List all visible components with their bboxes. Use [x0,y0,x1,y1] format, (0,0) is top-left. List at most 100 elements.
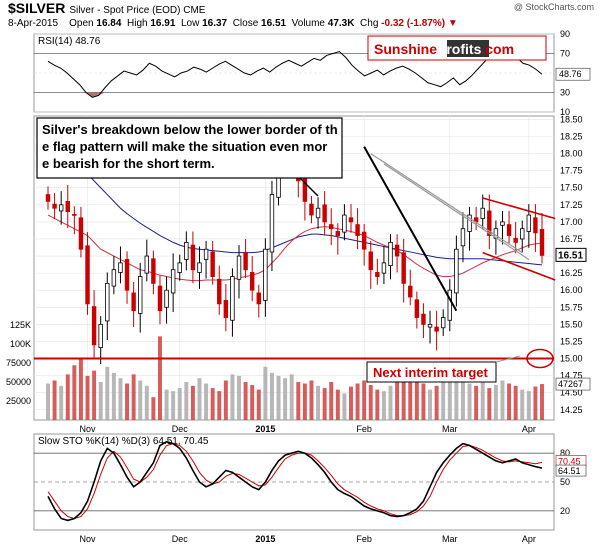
black-trendline [363,146,458,312]
note-text-line: e flag pattern will make the situation e… [42,139,327,154]
candle-body [249,272,255,291]
volume-bar [513,385,518,420]
volume-bar [335,389,340,420]
low-value: 16.37 [202,18,228,29]
volume-bar [171,391,176,420]
annotation-layer: SunshineProfits.com Silver's breakdown be… [36,35,547,383]
candle-body [217,278,222,305]
volume-bar [329,382,334,420]
candle-body [263,248,268,301]
candle-body [190,244,196,271]
volume-bar [474,385,479,420]
volume-last-value: 47267 [558,379,583,389]
candle-body [520,228,525,240]
price-tick-label: 17.00 [560,217,583,227]
candle-body [348,217,354,223]
target-note-pointer [495,355,521,363]
rsi-last-box [555,67,591,81]
candle-body [138,276,143,314]
volume-bar [302,383,307,420]
volume-bar [72,365,77,420]
volume-bar [381,391,386,420]
candle-body [500,221,505,226]
volume-bar [401,378,406,420]
high-value: 16.91 [150,18,176,29]
x-axis-label: Feb [356,424,372,434]
candle-body [151,258,156,284]
sto-x-axis-label: 2015 [255,534,275,544]
volume-bar [434,385,439,420]
candle-body [98,323,103,348]
volume-bar [210,388,215,420]
volume-bar [78,359,83,420]
candle-body [526,214,532,232]
volume-bar [105,366,110,420]
volume-bar [408,374,413,420]
volume-bar [177,388,182,420]
copyright-label: @ StockCharts.com [513,2,594,12]
note-box [36,117,343,179]
logo-part2: Profits [437,41,482,57]
volume-bar [46,383,50,420]
candle-body [368,251,373,271]
candle-body [197,262,202,273]
volume-bar [526,391,531,420]
close-label: Close [232,18,259,29]
candle-body [223,300,229,318]
volume-bar [111,372,116,420]
candle-body [381,262,387,274]
open-label: Open [69,18,94,29]
volume-tick-label: 25000 [6,396,31,406]
volume-bar [283,378,288,420]
sto-tick-label: 50 [560,477,570,487]
chg-value: -0.32 (-1.87%) [381,18,446,29]
candle-body [309,203,314,216]
sto-tick-label: 80 [560,448,570,458]
candle-body [256,292,261,305]
candle-body [447,289,452,321]
candle-body [329,224,334,230]
ticker-title: $SILVER Silver - Spot Price (EOD) CME [8,0,205,16]
candle-body [236,255,242,280]
candle-body [164,289,169,308]
sto-x-axis-label: Apr [522,534,536,544]
candle-body [45,194,51,202]
volume-value: 47.3K [327,18,355,29]
candle-body [230,276,235,321]
price-tick-label: 16.25 [560,268,583,278]
price-tick-label: 14.25 [560,405,583,415]
volume-bar [85,375,90,420]
sto-title: Slow STO %K(14) %D(3) 64.51, 70.45 [38,436,209,447]
x-axis-label: Nov [80,424,97,434]
sto-x-axis-label: Nov [80,534,97,544]
rsi-tick-label: 70 [560,49,570,59]
volume-bar [243,382,248,420]
x-axis-label: Mar [442,424,458,434]
volume-tick-label: 100K [10,339,31,349]
volume-bar [256,389,261,420]
ticker-symbol: $SILVER [8,0,66,16]
volume-bar [342,393,347,420]
volume-tick-label: 75000 [6,358,31,368]
rsi-oversold-fill [48,92,542,98]
quote-date: 8-Apr-2015 [8,18,59,29]
rsi-line [47,50,543,98]
volume-bar [237,375,241,420]
candle-body [421,313,426,325]
volume-bar [322,388,327,420]
volume-bar [355,383,360,420]
candle-body [118,262,123,273]
volume-bar [138,380,143,420]
x-axis-label: Apr [522,424,536,434]
candle-body [85,245,90,305]
volume-bar [493,385,498,420]
volume-bar [98,382,103,420]
rsi-title: RSI(14) 48.76 [38,36,101,47]
sma50-line [47,214,543,282]
logo-part3: .com [481,41,514,57]
price-tick-label: 17.25 [560,200,583,210]
price-tick-label: 16.00 [560,285,583,295]
gray-trendline-1 [370,153,523,254]
volume-bar [144,385,149,420]
candle-body [355,224,360,236]
